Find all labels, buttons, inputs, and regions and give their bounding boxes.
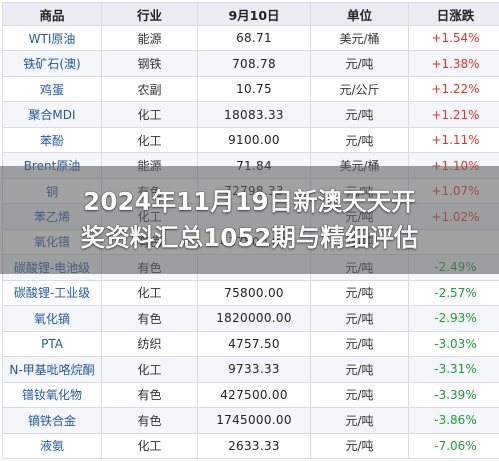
table-header-row: 商品 行业 9月10日 单位 日涨跌 xyxy=(2,2,499,26)
cell-price: 427500.00 xyxy=(197,381,311,409)
table-row: 苯酚 化工 9100.00 元/吨 +1.11% xyxy=(2,126,499,154)
cell-sector: 有色 xyxy=(101,305,198,332)
cell-price: 9733.33 xyxy=(197,356,311,383)
cell-sector: 化工 xyxy=(101,101,198,128)
cell-unit: 元/公斤 xyxy=(310,75,409,103)
cell-sector: 化工 xyxy=(101,279,198,307)
cell-daily-change: +1.21% xyxy=(408,101,499,128)
cell-unit: 元/吨 xyxy=(310,126,409,154)
cell-price: 10.75 xyxy=(197,75,311,103)
cell-daily-change: -2.93% xyxy=(408,305,499,332)
table-row: WTI原油 能源 68.71 美元/桶 +1.54% xyxy=(2,24,499,52)
banner-title-line-1: 2024年11月19日新澳天天开 xyxy=(83,187,416,216)
cell-commodity-name: 苯酚 xyxy=(2,126,102,154)
banner-title-line-2: 奖资料汇总1052期与精细评估 xyxy=(80,223,419,252)
cell-daily-change: +1.54% xyxy=(408,24,499,52)
cell-sector: 有色 xyxy=(101,381,198,409)
table-row: 镝铁合金 有色 1745000.00 元/吨 -3.86% xyxy=(2,407,499,434)
table-row: PTA 纺织 4757.50 元/吨 -3.03% xyxy=(2,330,499,358)
cell-commodity-name: 聚合MDI xyxy=(2,101,102,128)
cell-daily-change: -2.57% xyxy=(408,279,499,307)
cell-commodity-name: 氧化镝 xyxy=(2,305,102,332)
cell-sector: 农副 xyxy=(101,75,198,103)
cell-price: 9100.00 xyxy=(197,126,311,154)
table-row: N-甲基吡咯烷酮 化工 9733.33 元/吨 -3.31% xyxy=(2,356,499,383)
table-row: 氧化镝 有色 1820000.00 元/吨 -2.93% xyxy=(2,305,499,332)
table-row: 镨钕氧化物 有色 427500.00 元/吨 -3.39% xyxy=(2,381,499,409)
cell-unit: 元/吨 xyxy=(310,101,409,128)
cell-commodity-name: PTA xyxy=(2,330,102,358)
cell-unit: 元/吨 xyxy=(310,279,409,307)
cell-daily-change: -3.03% xyxy=(408,330,499,358)
header-sector: 行业 xyxy=(101,2,198,26)
cell-price: 75800.00 xyxy=(197,279,311,307)
cell-daily-change: -3.31% xyxy=(408,356,499,383)
cell-commodity-name: 铁矿石(澳) xyxy=(2,50,102,77)
cell-unit: 元/吨 xyxy=(310,356,409,383)
cell-price: 4757.50 xyxy=(197,330,311,358)
cell-daily-change: +1.22% xyxy=(408,75,499,103)
header-date-price: 9月10日 xyxy=(197,2,311,26)
cell-commodity-name: 液氨 xyxy=(2,432,102,459)
header-unit: 单位 xyxy=(310,2,409,26)
table-row: 聚合MDI 化工 18083.33 元/吨 +1.21% xyxy=(2,101,499,128)
cell-price: 2633.33 xyxy=(197,432,311,459)
table-row: 液氨 化工 2633.33 元/吨 -7.06% xyxy=(2,432,499,459)
cell-price: 1820000.00 xyxy=(197,305,311,332)
table-row: 碳酸锂-工业级 化工 75800.00 元/吨 -2.57% xyxy=(2,279,499,307)
cell-sector: 纺织 xyxy=(101,330,198,358)
table-row: 鸡蛋 农副 10.75 元/公斤 +1.22% xyxy=(2,75,499,103)
cell-sector: 化工 xyxy=(101,356,198,383)
cell-daily-change: -7.06% xyxy=(408,432,499,459)
cell-sector: 化工 xyxy=(101,126,198,154)
cell-daily-change: -3.39% xyxy=(408,381,499,409)
cell-unit: 元/吨 xyxy=(310,381,409,409)
cell-price: 68.71 xyxy=(197,24,311,52)
cell-commodity-name: N-甲基吡咯烷酮 xyxy=(2,356,102,383)
header-commodity: 商品 xyxy=(2,2,102,26)
table-row: 铁矿石(澳) 钢铁 708.78 元/吨 +1.38% xyxy=(2,50,499,77)
cell-price: 1745000.00 xyxy=(197,407,311,434)
cell-commodity-name: 镨钕氧化物 xyxy=(2,381,102,409)
cell-unit: 元/吨 xyxy=(310,50,409,77)
cell-commodity-name: WTI原油 xyxy=(2,24,102,52)
cell-daily-change: +1.11% xyxy=(408,126,499,154)
cell-sector: 有色 xyxy=(101,407,198,434)
overlay-banner: 2024年11月19日新澳天天开 奖资料汇总1052期与精细评估 xyxy=(0,166,499,274)
cell-commodity-name: 镝铁合金 xyxy=(2,407,102,434)
cell-unit: 元/吨 xyxy=(310,432,409,459)
cell-unit: 元/吨 xyxy=(310,407,409,434)
cell-commodity-name: 鸡蛋 xyxy=(2,75,102,103)
cell-price: 18083.33 xyxy=(197,101,311,128)
header-daily-change: 日涨跌 xyxy=(408,2,499,26)
cell-sector: 化工 xyxy=(101,432,198,459)
cell-commodity-name: 碳酸锂-工业级 xyxy=(2,279,102,307)
cell-daily-change: +1.38% xyxy=(408,50,499,77)
cell-unit: 元/吨 xyxy=(310,305,409,332)
cell-price: 708.78 xyxy=(197,50,311,77)
cell-daily-change: -3.86% xyxy=(408,407,499,434)
cell-unit: 美元/桶 xyxy=(310,24,409,52)
cell-sector: 能源 xyxy=(101,24,198,52)
cell-unit: 元/吨 xyxy=(310,330,409,358)
cell-sector: 钢铁 xyxy=(101,50,198,77)
